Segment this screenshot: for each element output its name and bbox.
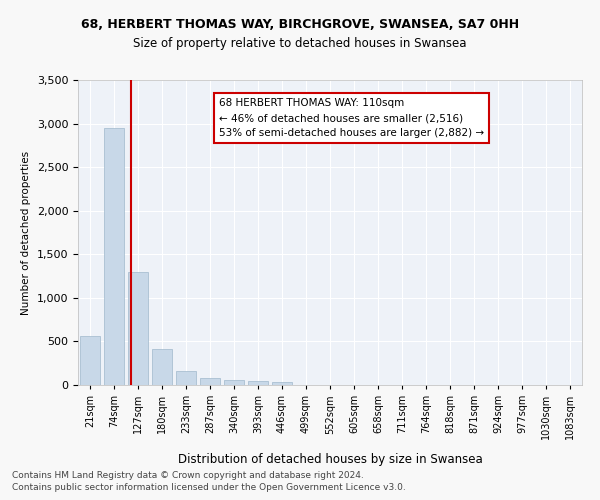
Bar	[272, 382, 292, 385]
Text: 68, HERBERT THOMAS WAY, BIRCHGROVE, SWANSEA, SA7 0HH: 68, HERBERT THOMAS WAY, BIRCHGROVE, SWAN…	[81, 18, 519, 30]
Bar	[128, 272, 148, 385]
Bar	[80, 336, 100, 385]
Bar	[200, 378, 220, 385]
Text: Distribution of detached houses by size in Swansea: Distribution of detached houses by size …	[178, 452, 482, 466]
Bar	[248, 381, 268, 385]
Y-axis label: Number of detached properties: Number of detached properties	[21, 150, 31, 314]
Bar	[224, 380, 244, 385]
Bar	[176, 371, 196, 385]
Text: 68 HERBERT THOMAS WAY: 110sqm
← 46% of detached houses are smaller (2,516)
53% o: 68 HERBERT THOMAS WAY: 110sqm ← 46% of d…	[219, 98, 484, 138]
Bar	[152, 350, 172, 385]
Text: Contains HM Land Registry data © Crown copyright and database right 2024.: Contains HM Land Registry data © Crown c…	[12, 471, 364, 480]
Text: Contains public sector information licensed under the Open Government Licence v3: Contains public sector information licen…	[12, 484, 406, 492]
Text: Size of property relative to detached houses in Swansea: Size of property relative to detached ho…	[133, 38, 467, 51]
Bar	[104, 128, 124, 385]
